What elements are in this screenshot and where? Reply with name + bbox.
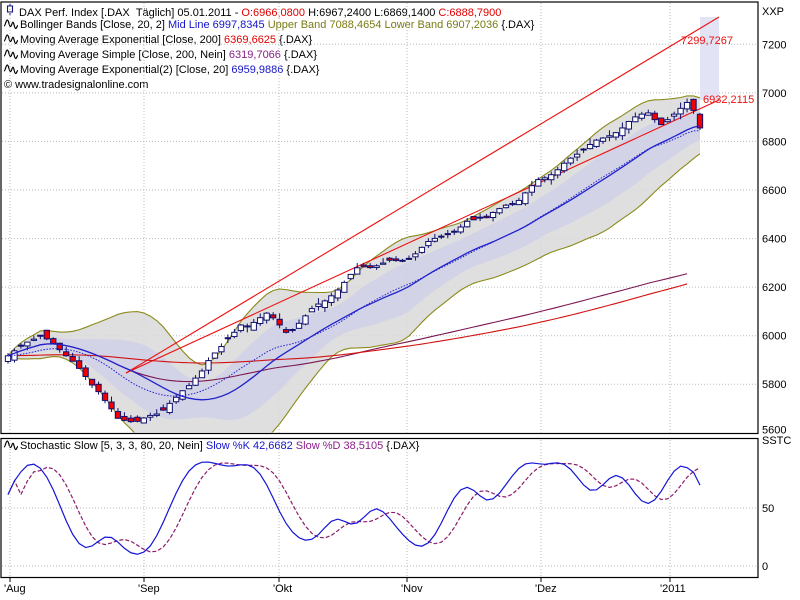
svg-text:6932,2115: 6932,2115 bbox=[703, 94, 754, 106]
svg-text:5800: 5800 bbox=[762, 379, 786, 391]
svg-text:7200: 7200 bbox=[762, 39, 786, 51]
svg-text:'Aug: 'Aug bbox=[4, 583, 26, 595]
svg-text:'Nov: 'Nov bbox=[401, 583, 423, 595]
svg-text:'Dez: 'Dez bbox=[535, 583, 557, 595]
svg-text:'Sep: 'Sep bbox=[138, 583, 160, 595]
svg-text:50: 50 bbox=[762, 503, 774, 515]
svg-text:'2011: '2011 bbox=[660, 583, 686, 595]
svg-text:0: 0 bbox=[762, 561, 768, 573]
svg-text:'Okt: 'Okt bbox=[273, 583, 292, 595]
svg-text:XXP: XXP bbox=[762, 6, 784, 18]
svg-text:6400: 6400 bbox=[762, 234, 786, 246]
svg-text:6800: 6800 bbox=[762, 136, 786, 148]
svg-text:7299,7267: 7299,7267 bbox=[681, 35, 733, 47]
svg-text:6200: 6200 bbox=[762, 282, 786, 294]
svg-text:7000: 7000 bbox=[762, 88, 786, 100]
svg-text:6000: 6000 bbox=[762, 331, 786, 343]
svg-text:6600: 6600 bbox=[762, 185, 786, 197]
svg-text:SSTC: SSTC bbox=[762, 435, 791, 447]
